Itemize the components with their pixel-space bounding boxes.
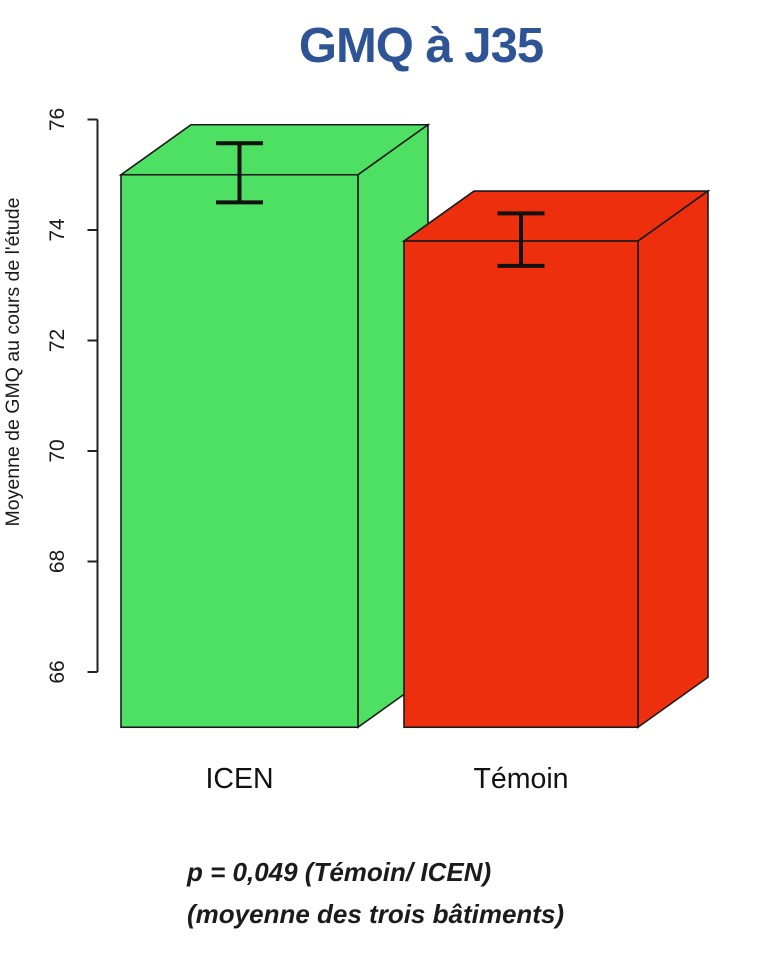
y-tick-label: 74 [46, 218, 69, 242]
x-category-label-icen: ICEN [205, 763, 273, 795]
bar-front-face-temoin [403, 240, 639, 729]
y-tick-label: 76 [46, 108, 69, 131]
chart-title: GMQ à J35 [298, 19, 544, 73]
p-value-line: p = 0,049 (Témoin/ ICEN) [187, 857, 492, 887]
bar-front-face-icen [120, 173, 359, 729]
bar-side-face-temoin [637, 189, 709, 729]
p-value-annotation: p = 0,049 (Témoin/ ICEN) (moyenne des tr… [187, 851, 564, 935]
annotation-note-line: (moyenne des trois bâtiments) [187, 899, 565, 930]
y-tick-label: 70 [46, 439, 69, 462]
y-tick-label: 66 [46, 660, 69, 683]
y-tick-label: 68 [46, 550, 69, 573]
y-tick-label: 72 [46, 329, 69, 352]
y-axis-title: Moyenne de GMQ au cours de l'étude [2, 198, 24, 527]
x-category-label-temoin: Témoin [473, 763, 568, 795]
